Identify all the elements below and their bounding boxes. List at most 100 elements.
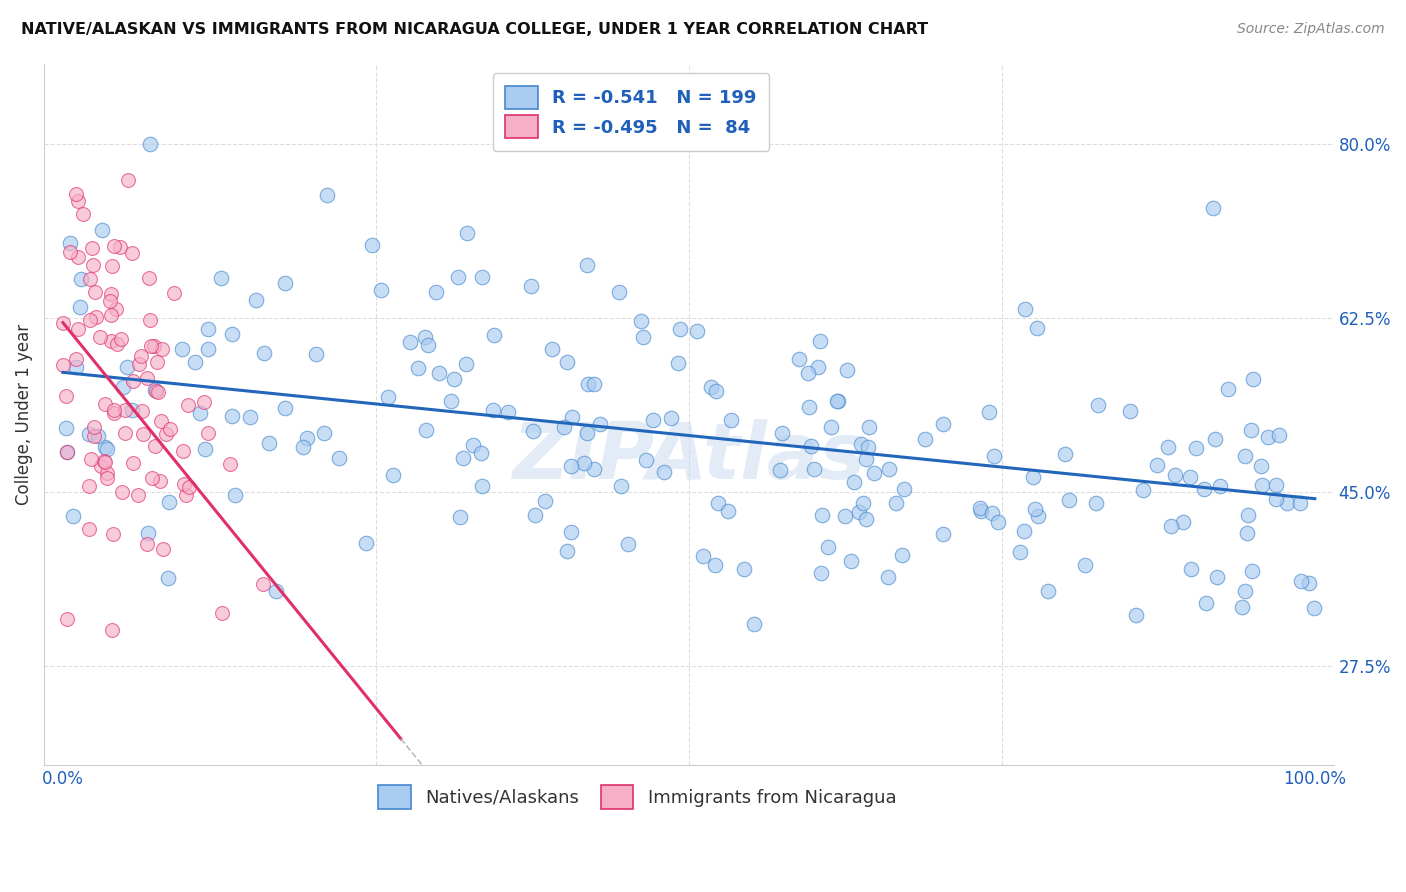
Point <box>55 421 77 435</box>
Point <box>188 406 211 420</box>
Point <box>174 488 197 502</box>
Point <box>768 463 790 477</box>
Point <box>96 442 118 457</box>
Point <box>707 496 730 510</box>
Point <box>471 269 494 284</box>
Point <box>176 398 198 412</box>
Point <box>1240 423 1263 437</box>
Point <box>1160 519 1182 533</box>
Point <box>524 508 547 522</box>
Point <box>1250 458 1272 473</box>
Point <box>451 450 474 465</box>
Point <box>443 372 465 386</box>
Point <box>110 333 132 347</box>
Point <box>1132 483 1154 497</box>
Point <box>827 393 849 408</box>
Point <box>787 351 810 366</box>
Point <box>844 475 866 489</box>
Point <box>470 446 492 460</box>
Point <box>145 384 167 398</box>
Point <box>179 480 201 494</box>
Point <box>1025 320 1047 334</box>
Point <box>65 352 87 367</box>
Point <box>79 452 101 467</box>
Point <box>172 444 194 458</box>
Point <box>221 326 243 341</box>
Point <box>1277 496 1299 510</box>
Point <box>848 505 870 519</box>
Point <box>93 440 115 454</box>
Point <box>194 442 217 457</box>
Point <box>89 330 111 344</box>
Point <box>1206 570 1229 584</box>
Point <box>704 384 727 398</box>
Point <box>692 549 714 564</box>
Point <box>143 439 166 453</box>
Point <box>1289 496 1312 510</box>
Point <box>70 272 93 286</box>
Point <box>931 527 953 541</box>
Point <box>221 409 243 423</box>
Point <box>103 403 125 417</box>
Point <box>1185 442 1208 456</box>
Point <box>668 321 690 335</box>
Point <box>449 510 471 524</box>
Point <box>122 456 145 470</box>
Point <box>1024 502 1046 516</box>
Point <box>55 444 77 458</box>
Point <box>59 236 82 251</box>
Point <box>55 389 77 403</box>
Point <box>825 394 848 409</box>
Point <box>1289 574 1312 589</box>
Point <box>264 584 287 599</box>
Point <box>103 406 125 420</box>
Point <box>1236 526 1258 541</box>
Point <box>427 367 450 381</box>
Point <box>1268 427 1291 442</box>
Point <box>1178 470 1201 484</box>
Point <box>855 451 877 466</box>
Point <box>84 310 107 324</box>
Point <box>817 540 839 554</box>
Point <box>970 504 993 518</box>
Point <box>150 342 173 356</box>
Point <box>1171 515 1194 529</box>
Point <box>1237 508 1260 522</box>
Point <box>634 452 657 467</box>
Point <box>858 420 880 434</box>
Point <box>852 495 875 509</box>
Point <box>315 188 337 202</box>
Point <box>69 300 91 314</box>
Point <box>1087 398 1109 412</box>
Point <box>820 420 842 434</box>
Point <box>197 426 219 441</box>
Point <box>173 476 195 491</box>
Point <box>1209 478 1232 492</box>
Point <box>94 397 117 411</box>
Point <box>890 548 912 562</box>
Point <box>1054 447 1077 461</box>
Point <box>172 342 194 356</box>
Point <box>67 194 90 209</box>
Point <box>576 258 599 272</box>
Point <box>56 612 79 626</box>
Point <box>834 508 856 523</box>
Point <box>1234 583 1257 598</box>
Point <box>84 285 107 300</box>
Point <box>1195 596 1218 610</box>
Point <box>560 458 582 473</box>
Point <box>96 471 118 485</box>
Point <box>295 431 318 445</box>
Point <box>89 458 111 473</box>
Point <box>425 285 447 300</box>
Point <box>103 239 125 253</box>
Point <box>893 482 915 496</box>
Point <box>162 285 184 300</box>
Point <box>152 542 174 557</box>
Point <box>686 324 709 338</box>
Point <box>540 343 562 357</box>
Point <box>100 286 122 301</box>
Point <box>136 525 159 540</box>
Point <box>520 279 543 293</box>
Point <box>1180 562 1202 576</box>
